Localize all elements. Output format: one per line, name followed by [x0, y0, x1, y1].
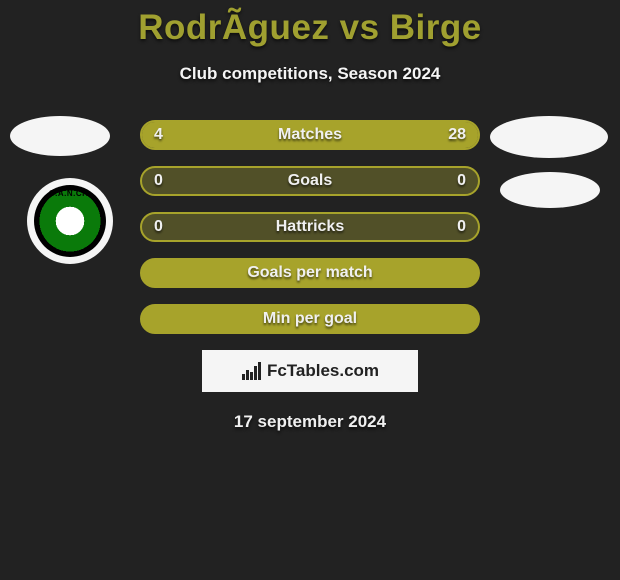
club-badge-text: C.A.N.CH.	[34, 189, 106, 198]
club-badge-inner: C.A.N.CH.	[34, 185, 106, 257]
date-text: 17 september 2024	[0, 412, 620, 432]
stat-label: Min per goal	[142, 310, 478, 328]
page-title: RodrÃ­guez vs Birge	[0, 0, 620, 48]
stat-label: Matches	[142, 126, 478, 144]
stat-row: 00Goals	[140, 166, 480, 196]
stat-label: Goals	[142, 172, 478, 190]
club-left-badge: C.A.N.CH.	[27, 178, 113, 264]
stat-row: Min per goal	[140, 304, 480, 334]
content-container: 428Matches 00Goals 00Hattricks Goals per ma…	[0, 120, 620, 432]
watermark-text: FcTables.com	[267, 361, 379, 381]
subtitle: Club competitions, Season 2024	[0, 64, 620, 84]
stat-row: 428Matches	[140, 120, 480, 150]
stat-label: Goals per match	[142, 264, 478, 282]
stat-label: Hattricks	[142, 218, 478, 236]
bar-chart-icon	[241, 362, 261, 380]
player-right-avatar	[490, 116, 608, 158]
stat-row: 00Hattricks	[140, 212, 480, 242]
club-right-avatar	[500, 172, 600, 208]
stat-row: Goals per match	[140, 258, 480, 288]
player-left-avatar	[10, 116, 110, 156]
watermark: FcTables.com	[202, 350, 418, 392]
